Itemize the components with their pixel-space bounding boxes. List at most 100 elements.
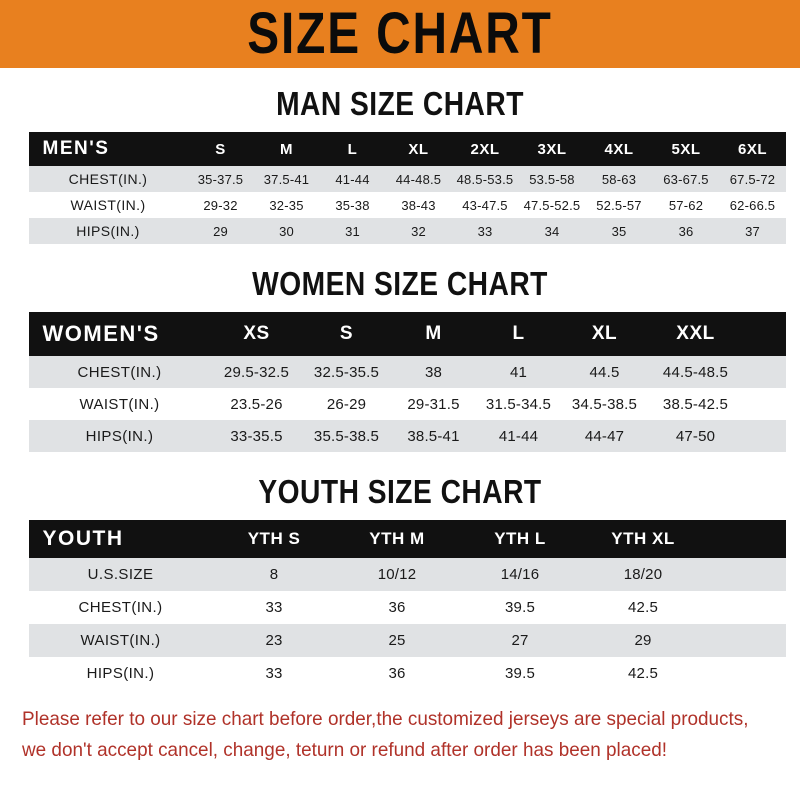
women-r0-c3: 41: [476, 356, 561, 388]
man-r2-c1: 30: [253, 218, 320, 244]
women-row-0-label: CHEST(IN.): [28, 356, 211, 388]
man-r0-c8: 67.5-72: [719, 166, 786, 192]
man-col-7: 5XL: [652, 132, 720, 166]
youth-r1-pad: [704, 591, 786, 624]
man-col-5: 3XL: [518, 132, 586, 166]
man-r2-c2: 31: [319, 218, 386, 244]
youth-r2-c3: 29: [581, 624, 705, 657]
page-banner: SIZE CHART: [0, 0, 800, 68]
youth-r1-c3: 42.5: [581, 591, 705, 624]
man-col-8: 6XL: [719, 132, 786, 166]
youth-table-body: U.S.SIZE 8 10/12 14/16 18/20 CHEST(IN.) …: [28, 558, 786, 690]
women-r1-c0: 23.5-26: [210, 388, 303, 420]
youth-row-2-label: WAIST(IN.): [28, 624, 213, 657]
women-table-head: WOMEN'S XS S M L XL XXL: [28, 312, 786, 356]
man-r1-c3: 38-43: [385, 192, 452, 218]
disclaimer-line-2: we don't accept cancel, change, teturn o…: [22, 739, 668, 761]
women-table-body: CHEST(IN.) 29.5-32.5 32.5-35.5 38 41 44.…: [28, 356, 786, 452]
youth-r3-c3: 42.5: [581, 657, 705, 690]
women-corner-label: WOMEN'S: [28, 312, 211, 356]
man-r0-c7: 63-67.5: [652, 166, 720, 192]
women-r0-c0: 29.5-32.5: [210, 356, 303, 388]
youth-r0-c3: 18/20: [581, 558, 705, 591]
table-row: U.S.SIZE 8 10/12 14/16 18/20: [28, 558, 786, 591]
youth-table-wrap: YOUTH YTH S YTH M YTH L YTH XL U.S.SIZE …: [28, 520, 786, 690]
table-row: CHEST(IN.) 35-37.5 37.5-41 41-44 44-48.5…: [28, 166, 786, 192]
youth-row-3-label: HIPS(IN.): [28, 657, 213, 690]
man-table-wrap: MEN'S S M L XL 2XL 3XL 4XL 5XL 6XL CHEST…: [28, 132, 786, 244]
man-corner-label: MEN'S: [28, 132, 188, 166]
youth-r1-c1: 36: [335, 591, 459, 624]
women-r1-c3: 31.5-34.5: [476, 388, 561, 420]
man-r1-c7: 57-62: [652, 192, 720, 218]
women-r2-c4: 44-47: [560, 420, 649, 452]
youth-r2-c1: 25: [335, 624, 459, 657]
man-table-head: MEN'S S M L XL 2XL 3XL 4XL 5XL 6XL: [28, 132, 786, 166]
women-trailing-pad: [742, 312, 786, 356]
women-r2-pad: [742, 420, 786, 452]
man-row-0-label: CHEST(IN.): [28, 166, 188, 192]
women-row-1-label: WAIST(IN.): [28, 388, 211, 420]
women-r1-c2: 29-31.5: [390, 388, 477, 420]
women-row-2-label: HIPS(IN.): [28, 420, 211, 452]
man-r0-c6: 58-63: [585, 166, 653, 192]
women-col-4: XL: [560, 312, 649, 356]
man-r1-c4: 43-47.5: [451, 192, 519, 218]
man-r2-c8: 37: [719, 218, 786, 244]
women-r0-c4: 44.5: [560, 356, 649, 388]
man-r0-c4: 48.5-53.5: [451, 166, 519, 192]
disclaimer-line-1: Please refer to our size chart before or…: [22, 708, 749, 730]
man-r0-c1: 37.5-41: [253, 166, 320, 192]
man-r2-c0: 29: [187, 218, 254, 244]
youth-r0-c2: 14/16: [458, 558, 582, 591]
youth-r0-c1: 10/12: [335, 558, 459, 591]
man-col-1: M: [253, 132, 320, 166]
man-r0-c0: 35-37.5: [187, 166, 254, 192]
women-r0-c1: 32.5-35.5: [302, 356, 391, 388]
youth-col-0: YTH S: [212, 520, 336, 558]
youth-header-row: YOUTH YTH S YTH M YTH L YTH XL: [28, 520, 786, 558]
order-disclaimer: Please refer to our size chart before or…: [22, 690, 755, 766]
youth-r3-c0: 33: [212, 657, 336, 690]
youth-col-2: YTH L: [458, 520, 582, 558]
youth-table-head: YOUTH YTH S YTH M YTH L YTH XL: [28, 520, 786, 558]
youth-r2-pad: [704, 624, 786, 657]
table-row: HIPS(IN.) 33 36 39.5 42.5: [28, 657, 786, 690]
youth-r0-pad: [704, 558, 786, 591]
man-r1-c5: 47.5-52.5: [518, 192, 586, 218]
table-row: CHEST(IN.) 29.5-32.5 32.5-35.5 38 41 44.…: [28, 356, 786, 388]
man-r1-c6: 52.5-57: [585, 192, 653, 218]
table-row: HIPS(IN.) 33-35.5 35.5-38.5 38.5-41 41-4…: [28, 420, 786, 452]
page-title: SIZE CHART: [247, 1, 553, 67]
women-col-1: S: [302, 312, 391, 356]
man-col-4: 2XL: [451, 132, 519, 166]
women-r0-c2: 38: [390, 356, 477, 388]
youth-row-1-label: CHEST(IN.): [28, 591, 213, 624]
man-size-table: MEN'S S M L XL 2XL 3XL 4XL 5XL 6XL CHEST…: [28, 132, 786, 244]
women-col-0: XS: [210, 312, 303, 356]
man-col-2: L: [319, 132, 386, 166]
women-r1-c5: 38.5-42.5: [648, 388, 743, 420]
man-r0-c3: 44-48.5: [385, 166, 452, 192]
women-r1-c4: 34.5-38.5: [560, 388, 649, 420]
women-r2-c0: 33-35.5: [210, 420, 303, 452]
women-r2-c5: 47-50: [648, 420, 743, 452]
youth-r3-c1: 36: [335, 657, 459, 690]
youth-corner-label: YOUTH: [28, 520, 213, 558]
youth-r3-c2: 39.5: [458, 657, 582, 690]
women-r0-c5: 44.5-48.5: [648, 356, 743, 388]
man-r2-c4: 33: [451, 218, 519, 244]
man-table-body: CHEST(IN.) 35-37.5 37.5-41 41-44 44-48.5…: [28, 166, 786, 244]
man-r2-c6: 35: [585, 218, 653, 244]
man-header-row: MEN'S S M L XL 2XL 3XL 4XL 5XL 6XL: [28, 132, 786, 166]
women-r1-c1: 26-29: [302, 388, 391, 420]
youth-r1-c0: 33: [212, 591, 336, 624]
women-r2-c1: 35.5-38.5: [302, 420, 391, 452]
youth-section-title: YOUTH SIZE CHART: [258, 474, 542, 511]
women-col-2: M: [390, 312, 477, 356]
man-col-0: S: [187, 132, 254, 166]
table-row: WAIST(IN.) 29-32 32-35 35-38 38-43 43-47…: [28, 192, 786, 218]
man-r0-c5: 53.5-58: [518, 166, 586, 192]
women-r0-pad: [742, 356, 786, 388]
man-r1-c0: 29-32: [187, 192, 254, 218]
